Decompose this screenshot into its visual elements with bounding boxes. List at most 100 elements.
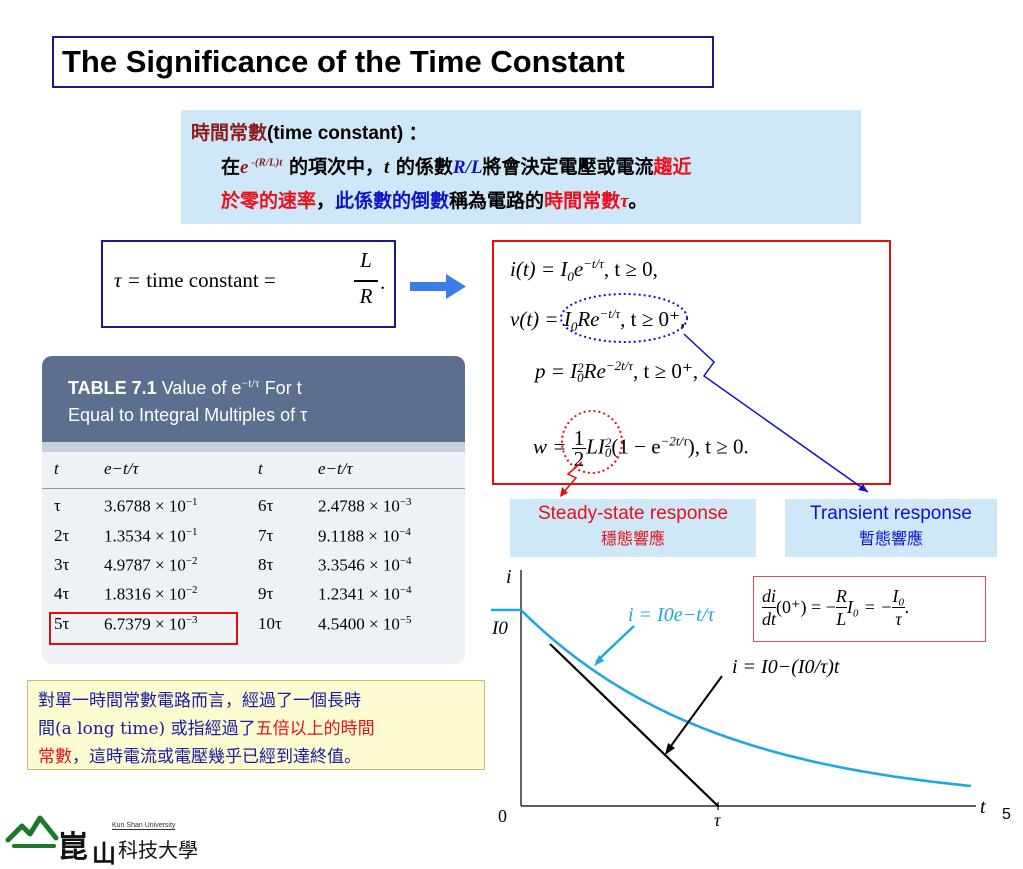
- cell-mantissa: 3.3546 × 10: [318, 555, 400, 575]
- cell: 7τ: [258, 526, 274, 545]
- eq-part: Re: [577, 307, 600, 331]
- note-line-3: 於零的速率，此係數的倒數稱為電路的時間常數τ。: [221, 186, 648, 213]
- table-band: [42, 442, 465, 452]
- steady-state-label: Steady-state response 穩態響應: [510, 499, 756, 557]
- cell-exp: −1: [185, 526, 198, 538]
- eq-cond: , t ≥ 0,: [603, 257, 658, 281]
- eq-part: LI: [586, 434, 605, 459]
- note-blue: 此係數的倒數: [335, 190, 450, 212]
- logo-mountain-glyph-2: 山: [92, 839, 116, 868]
- five-tau-highlight: [49, 612, 238, 645]
- eq-part: p = I: [535, 359, 578, 383]
- curve-label-pointer: [595, 625, 635, 663]
- eq-sup: −2t/τ: [660, 433, 688, 449]
- note-coef: R/L: [452, 157, 483, 178]
- logo-mountain-glyph: 崑: [58, 830, 88, 865]
- note-text: ，: [316, 190, 336, 212]
- exp-base: e: [240, 157, 249, 178]
- col-header: t: [54, 459, 59, 478]
- eq-sub: 0: [567, 269, 574, 285]
- eq-sup: −2t/τ: [605, 358, 633, 373]
- cell-exp: −3: [399, 496, 412, 508]
- cell-mantissa: 1.2341 × 10: [318, 584, 400, 604]
- tau-text: time constant: [146, 268, 259, 292]
- y-axis-label: i: [506, 566, 512, 588]
- deriv-frac: I₀ τ: [892, 585, 905, 630]
- tau-frac-den: R: [359, 284, 373, 308]
- table-row: 4τ 1.8316 × 10−2 9τ 1.2341 × 10−4: [42, 584, 465, 616]
- transient-label: Transient response 暫態響應: [785, 499, 997, 557]
- cell-exp: −2: [185, 584, 198, 596]
- eq-part: w =: [533, 434, 572, 459]
- tangent-pointer-arrowhead: [665, 743, 675, 755]
- note-zh-term: 時間常數: [191, 122, 268, 144]
- eq-frac-num: 1: [571, 426, 587, 450]
- equation-voltage: v(t) = I0Re−t/τ, t ≥ 0⁺,: [510, 306, 685, 335]
- table-title: TABLE 7.1 Value of e−t/τ For t Equal to …: [68, 370, 307, 429]
- eq-cond: , t ≥ 0⁺,: [620, 307, 686, 331]
- long-time-note: 對單一時間常數電路而言，經過了一個長時 間(a long time) 或指經過了…: [27, 680, 485, 770]
- cell-exp: −3: [185, 614, 198, 626]
- note-line-2: 在e -(R/L)t 的項次中，t 的係數R/L將會決定電壓或電流趨近: [221, 152, 692, 179]
- cell: 3τ: [54, 555, 70, 574]
- cell: 4τ: [54, 584, 70, 603]
- note-t: t: [384, 157, 390, 178]
- cell-mantissa: 9.1188 × 10: [318, 526, 400, 546]
- eq-part: Re: [583, 359, 606, 383]
- cell-mantissa: 6.7379 × 10: [104, 614, 186, 634]
- note-line: 間(a long time) 或指經過了五倍以上的時間: [38, 714, 375, 739]
- col-header: e−t/τ: [318, 459, 353, 478]
- tau-lhs: τ =: [114, 268, 147, 292]
- deriv-den: dt: [762, 609, 777, 629]
- cell: 6τ: [258, 496, 274, 515]
- eq-part: v(t) = I: [510, 307, 571, 331]
- cell-exp: −2: [185, 555, 198, 567]
- deriv-mid: I₀ = −: [846, 597, 893, 617]
- cell: 4.9787 × 10−2: [104, 555, 198, 576]
- cell: 8τ: [258, 555, 274, 574]
- deriv-den: L: [836, 609, 847, 629]
- table-title-text: Value of e: [156, 378, 242, 398]
- cell: 2τ: [54, 526, 70, 545]
- deriv-num: R: [835, 586, 847, 608]
- table-title-text: For t: [259, 378, 302, 398]
- cell: 6.7379 × 10−3: [104, 614, 198, 635]
- eq-sub: 0: [577, 370, 584, 385]
- transient-arrowhead: [858, 484, 868, 492]
- eq-sup: −t/τ: [583, 256, 604, 271]
- cell: τ: [54, 496, 61, 515]
- curve-pointer-arrowhead: [594, 655, 604, 666]
- table-header: [42, 356, 465, 442]
- header-divider: [42, 488, 465, 489]
- decay-curve: [520, 609, 972, 788]
- cell: 2.4788 × 10−3: [318, 496, 412, 517]
- table-row: τ 3.6788 × 10−1 6τ 2.4788 × 10−3: [42, 496, 465, 528]
- tau-dot: .: [380, 270, 386, 294]
- slide-title: The Significance of the Time Constant: [62, 44, 625, 79]
- tau-frac-line: [354, 280, 378, 282]
- table-row: 3τ 4.9787 × 10−2 8τ 3.3546 × 10−4: [42, 555, 465, 587]
- logo-zh-text: 科技大學: [118, 838, 198, 862]
- title-box: [52, 36, 714, 88]
- note-en-term: (time constant) ：: [267, 123, 428, 144]
- equation-current: i(t) = I0e−t/τ, t ≥ 0,: [510, 256, 658, 285]
- deriv-end: .: [904, 597, 910, 617]
- curve-label: i = I0e−t/τ: [628, 604, 715, 626]
- table-title-sup: −t/τ: [241, 376, 260, 390]
- cell: 1.8316 × 10−2: [104, 584, 198, 605]
- note-red: 常數: [38, 747, 72, 767]
- note-text: ，這時電流或電壓幾乎已經到達終值。: [72, 747, 361, 767]
- eq-cond: , t ≥ 0⁺,: [632, 359, 699, 383]
- tangent-label-pointer: [667, 675, 723, 751]
- deriv-arg: (0⁺) = −: [776, 597, 836, 617]
- steady-arrowhead: [560, 487, 568, 497]
- cell-exp: −4: [399, 584, 412, 596]
- cell-mantissa: 3.6788 × 10: [104, 496, 186, 516]
- cell-mantissa: 2.4788 × 10: [318, 496, 400, 516]
- note-line: 對單一時間常數電路而言，經過了一個長時: [38, 691, 361, 711]
- cell: 9.1188 × 10−4: [318, 526, 411, 547]
- cell-exp: −4: [399, 526, 411, 538]
